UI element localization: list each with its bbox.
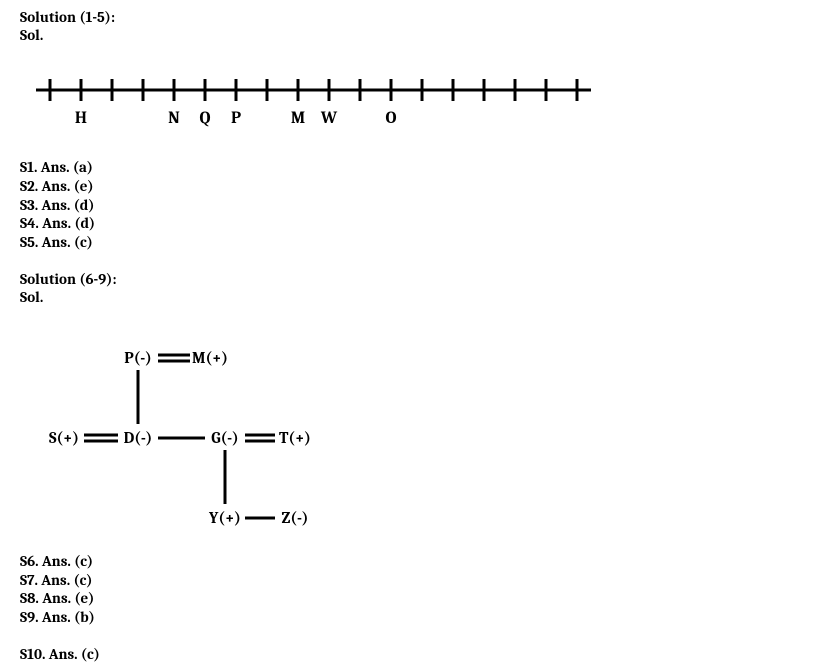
answers-6-9: S6. Ans. (c)S7. Ans. (c)S8. Ans. (e)S9. … [20,552,822,627]
answer-a: Ans. (e) [41,177,93,195]
answer-a: Ans. (d) [41,196,94,214]
tree-node-label: Z(-) [282,509,309,527]
answer-1-5-row: S1. Ans. (a) [20,158,822,177]
tree-node-label: M(+) [192,349,228,367]
numberline-label: M [291,109,305,128]
answer-s10: S10. Ans. (c) [20,645,822,663]
numberline-label: H [75,109,87,128]
numberline-label: W [320,109,338,128]
answer-1-5-row: S3. Ans. (d) [20,196,822,215]
s10-q: S10. [20,645,45,663]
answer-q: S6. [20,552,42,570]
answer-a: Ans. (a) [41,158,93,176]
answer-1-5-row: S5. Ans. (c) [20,233,822,252]
answer-a: Ans. (c) [42,233,93,251]
answer-a: Ans. (e) [42,589,94,607]
answer-q: S3. [20,196,41,214]
answer-a: Ans. (c) [42,552,93,570]
answer-6-9-row: S8. Ans. (e) [20,589,822,608]
answer-q: S7. [20,571,41,589]
answer-a: Ans. (c) [41,571,92,589]
answer-q: S8. [20,589,42,607]
answer-a: Ans. (b) [42,608,95,626]
numberline-label: N [168,109,180,128]
tree-node-label: S(+) [49,429,79,447]
tree-node-label: Y(+) [208,509,241,527]
numberline-label: P [231,109,241,128]
numberline-label: O [386,109,397,128]
answers-1-5: S1. Ans. (a)S2. Ans. (e)S3. Ans. (d)S4. … [20,158,822,252]
answer-1-5-row: S4. Ans. (d) [20,214,822,233]
answer-6-9-row: S7. Ans. (c) [20,571,822,590]
answer-6-9-row: S6. Ans. (c) [20,552,822,571]
tree-node-label: T(+) [279,429,311,447]
answer-q: S1. [20,158,41,176]
answer-q: S5. [20,233,42,251]
solution1-sol-label: Sol. [20,26,822,44]
tree-node-label: P(-) [124,349,152,367]
solution2-sol-label: Sol. [20,288,822,306]
answer-a: Ans. (d) [42,214,95,232]
family-tree-diagram: P(-) M(+) S(+) D(-) G(-) T(+) Y(+) Z(-) [20,328,380,538]
tree-node-label: D(-) [124,429,153,447]
solution1-title: Solution (1-5): [20,8,822,26]
answer-1-5-row: S2. Ans. (e) [20,177,822,196]
answer-q: S2. [20,177,41,195]
page: Solution (1-5): Sol. H N Q P MW O S1. Ans. (a… [0,0,822,663]
numberline-diagram: H N Q P MW O [20,60,630,140]
s10-a: Ans. (c) [49,645,100,663]
answer-6-9-row: S9. Ans. (b) [20,608,822,627]
answer-q: S4. [20,214,42,232]
solution2-title: Solution (6-9): [20,270,822,288]
tree-node-label: G(-) [211,429,238,447]
answer-q: S9. [20,608,42,626]
numberline-label: Q [200,109,211,128]
